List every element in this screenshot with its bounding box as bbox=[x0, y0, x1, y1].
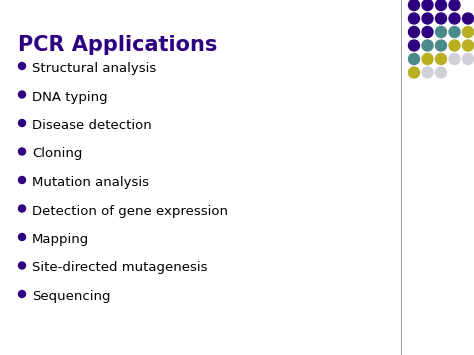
Circle shape bbox=[422, 54, 433, 65]
Text: DNA typing: DNA typing bbox=[32, 91, 108, 104]
Circle shape bbox=[422, 0, 433, 11]
Circle shape bbox=[409, 27, 419, 38]
Circle shape bbox=[449, 13, 460, 24]
Circle shape bbox=[463, 54, 474, 65]
Circle shape bbox=[449, 27, 460, 38]
Circle shape bbox=[18, 62, 26, 70]
Text: Cloning: Cloning bbox=[32, 147, 82, 160]
Circle shape bbox=[463, 13, 474, 24]
Circle shape bbox=[463, 27, 474, 38]
Circle shape bbox=[436, 27, 447, 38]
Text: Mutation analysis: Mutation analysis bbox=[32, 176, 149, 189]
Circle shape bbox=[18, 176, 26, 184]
Circle shape bbox=[449, 0, 460, 11]
Circle shape bbox=[18, 91, 26, 98]
Text: Structural analysis: Structural analysis bbox=[32, 62, 156, 75]
Circle shape bbox=[18, 120, 26, 126]
Circle shape bbox=[18, 290, 26, 297]
Circle shape bbox=[463, 40, 474, 51]
Circle shape bbox=[449, 40, 460, 51]
Circle shape bbox=[409, 13, 419, 24]
Circle shape bbox=[449, 54, 460, 65]
Circle shape bbox=[422, 27, 433, 38]
Circle shape bbox=[18, 262, 26, 269]
Circle shape bbox=[422, 40, 433, 51]
Circle shape bbox=[18, 148, 26, 155]
Circle shape bbox=[436, 67, 447, 78]
Circle shape bbox=[436, 54, 447, 65]
Circle shape bbox=[436, 0, 447, 11]
Text: Sequencing: Sequencing bbox=[32, 290, 110, 303]
Text: Mapping: Mapping bbox=[32, 233, 89, 246]
Text: Disease detection: Disease detection bbox=[32, 119, 152, 132]
Circle shape bbox=[409, 67, 419, 78]
Circle shape bbox=[409, 0, 419, 11]
Circle shape bbox=[409, 40, 419, 51]
Text: Detection of gene expression: Detection of gene expression bbox=[32, 204, 228, 218]
Text: Site-directed mutagenesis: Site-directed mutagenesis bbox=[32, 262, 208, 274]
Circle shape bbox=[436, 13, 447, 24]
Circle shape bbox=[409, 54, 419, 65]
Circle shape bbox=[422, 67, 433, 78]
Text: PCR Applications: PCR Applications bbox=[18, 35, 218, 55]
Circle shape bbox=[422, 13, 433, 24]
Circle shape bbox=[18, 205, 26, 212]
Circle shape bbox=[18, 234, 26, 240]
Circle shape bbox=[436, 40, 447, 51]
